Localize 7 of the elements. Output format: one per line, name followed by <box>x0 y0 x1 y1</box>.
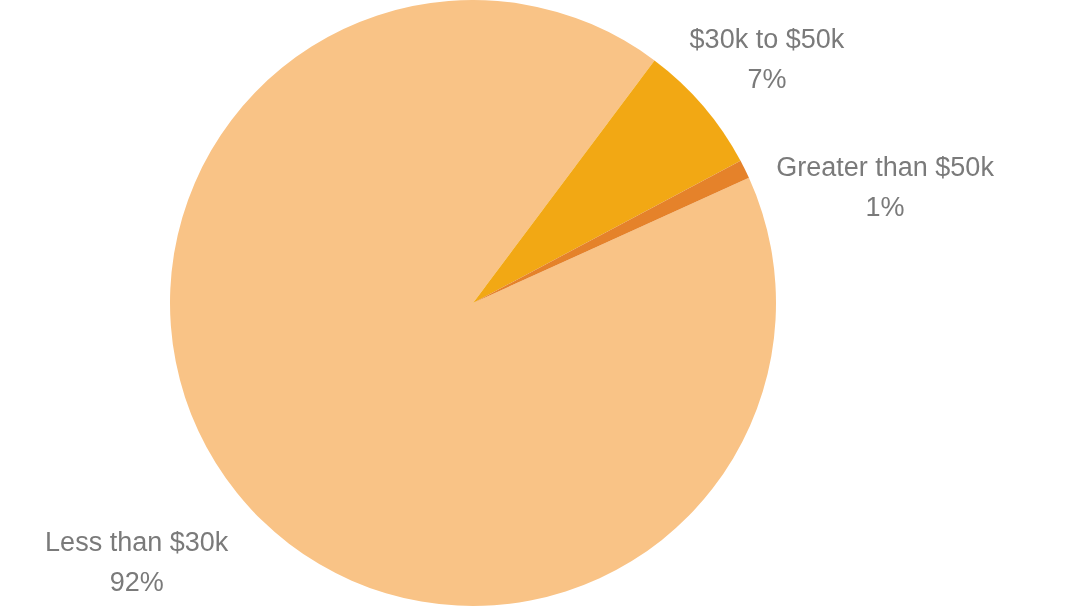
data-label: 1% <box>865 191 905 222</box>
data-label: 92% <box>109 567 164 598</box>
slice-label: Less than $30k <box>45 527 229 558</box>
data-label: 7% <box>747 64 787 95</box>
pie-slice <box>473 60 741 303</box>
slice-label: $30k to $50k <box>689 24 845 55</box>
slice-label: Greater than $50k <box>776 151 995 182</box>
